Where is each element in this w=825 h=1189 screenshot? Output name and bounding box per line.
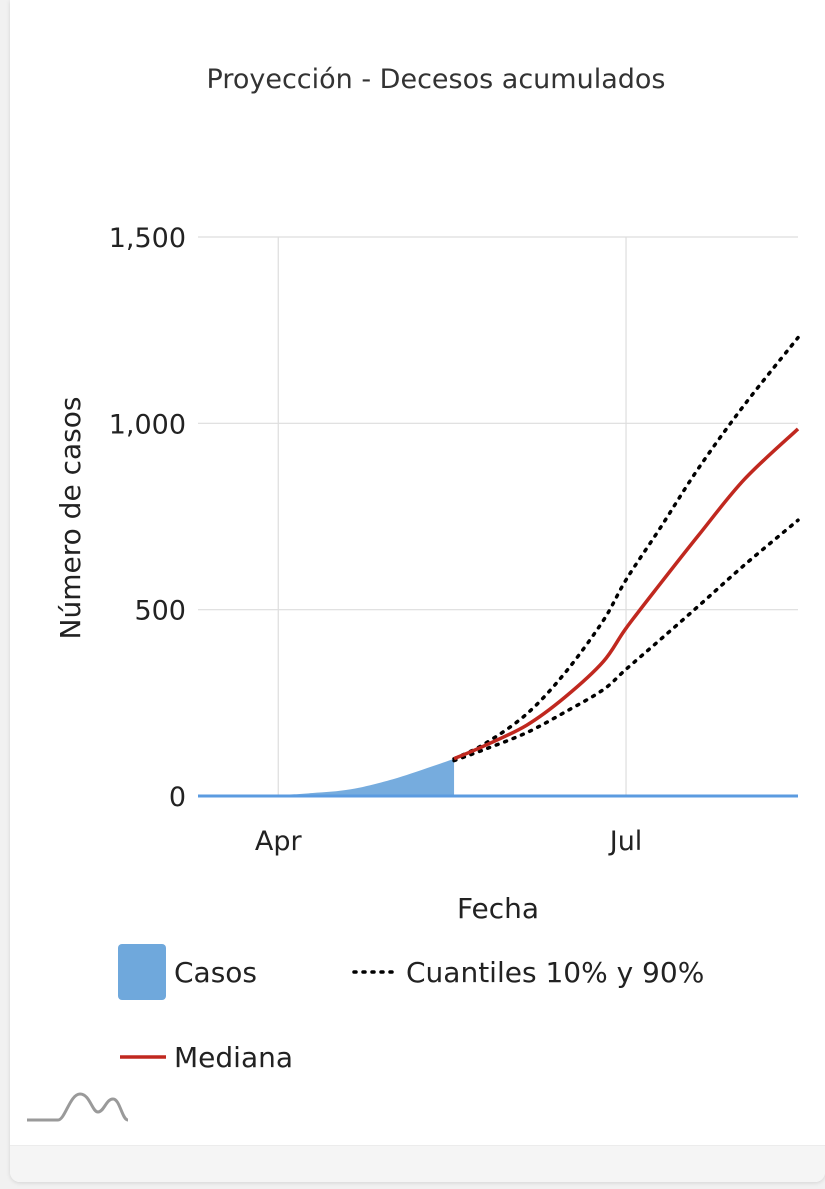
legend: Casos Cuantiles 10% y 90% Mediana: [118, 944, 704, 1074]
legend-label-mediana: Mediana: [174, 1041, 293, 1074]
y-tick-label-3: 1,500: [109, 223, 186, 254]
legend-label-casos: Casos: [174, 956, 257, 989]
y-axis-ticks: 0 500 1,000 1,500: [109, 223, 186, 813]
series-lines: [198, 335, 800, 798]
y-tick-label-1: 500: [134, 596, 186, 627]
x-tick-label-0: Apr: [255, 826, 303, 857]
series-quantile-line-1: [452, 335, 800, 761]
x-tick-label-1: Jul: [608, 826, 643, 857]
legend-swatch-casos: [118, 944, 166, 1000]
chart: Proyección - Decesos acumulados 0 500 1,00…: [27, 64, 800, 1122]
chart-card: Proyección - Decesos acumulados 0 500 1,00…: [10, 0, 825, 1182]
y-tick-label-2: 1,000: [109, 409, 186, 440]
series-quantile-line-2: [452, 518, 800, 763]
mountain-logo-icon: [27, 1092, 129, 1122]
y-tick-label-0: 0: [169, 782, 186, 813]
x-axis-ticks: Apr Jul: [255, 826, 642, 857]
series-casos-area-shape: [198, 758, 455, 796]
grid-lines: [198, 236, 798, 796]
y-axis-label: Número de casos: [54, 397, 87, 640]
x-axis-label: Fecha: [457, 892, 539, 925]
chart-title: Proyección - Decesos acumulados: [207, 64, 666, 95]
series-casos-area: [198, 758, 455, 796]
legend-label-quantiles: Cuantiles 10% y 90%: [406, 956, 704, 989]
card-footer: [10, 1145, 825, 1182]
series-mediana-line: [453, 427, 800, 761]
